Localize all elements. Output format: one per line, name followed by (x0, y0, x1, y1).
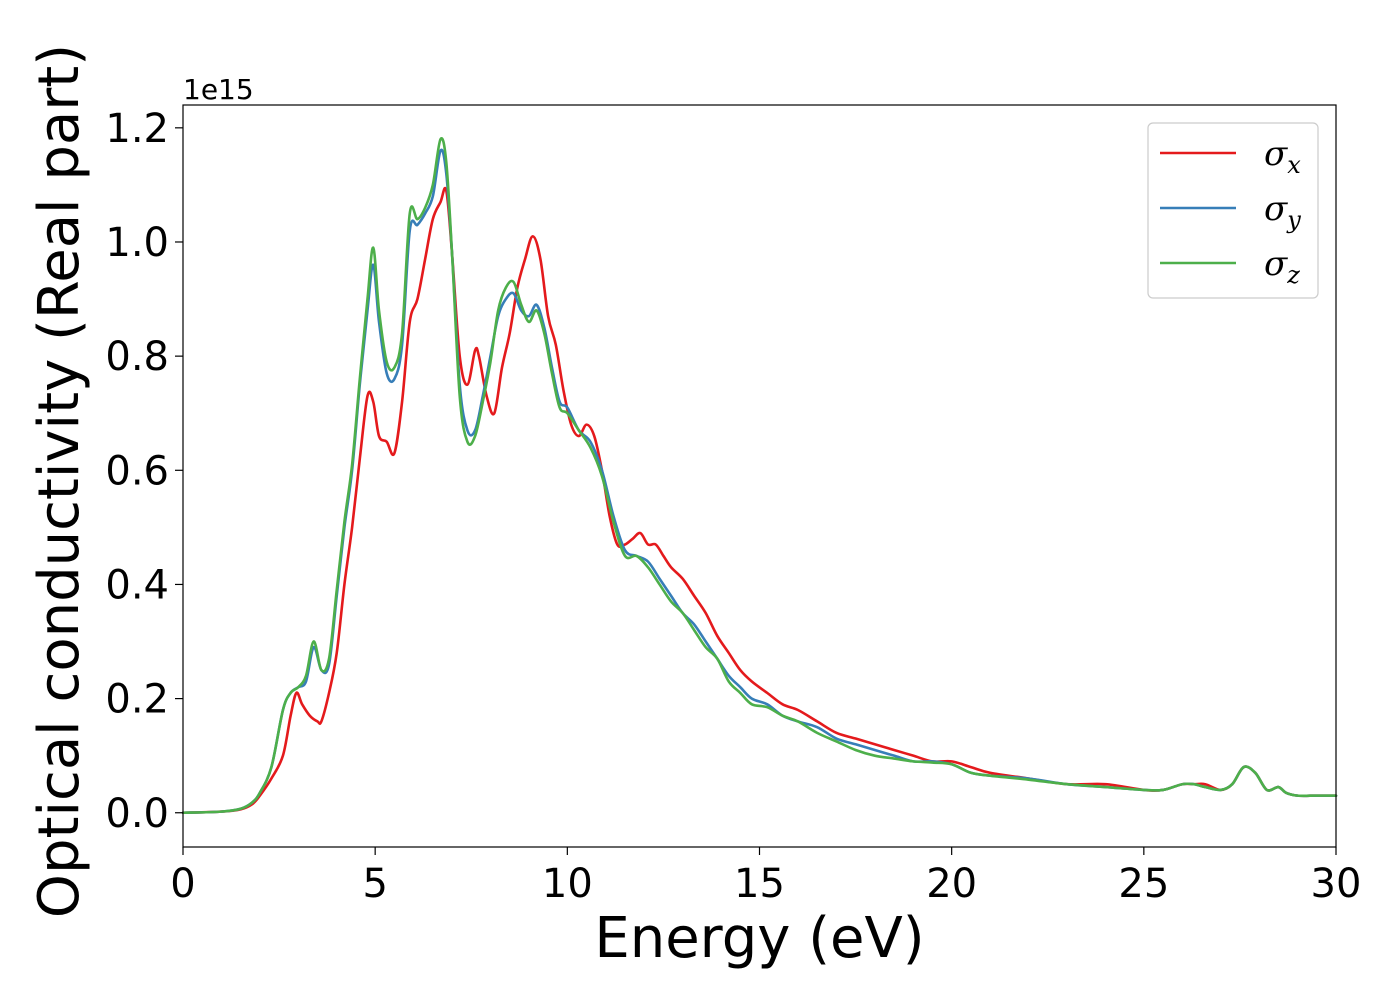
x-tick-label: 5 (362, 861, 387, 907)
legend-box (1147, 122, 1319, 299)
x-axis-title: Energy (eV) (594, 906, 924, 971)
legend-label-x: σx (1264, 134, 1301, 179)
x-tick-label: 30 (1311, 861, 1362, 907)
x-tick-label: 25 (1118, 861, 1169, 907)
x-tick-label: 0 (170, 861, 195, 907)
y-tick-label: 1.0 (105, 220, 169, 266)
y-tick-label: 0.4 (105, 562, 169, 608)
y-axis: 0.0 0.2 0.4 0.6 0.8 1.0 1.2 (105, 106, 183, 837)
x-tick-label: 20 (926, 861, 977, 907)
y-offset-label: 1e15 (183, 73, 254, 106)
x-tick-label: 15 (734, 861, 785, 907)
y-tick-label: 0.2 (105, 677, 169, 723)
x-axis: 0 5 10 15 20 25 30 (170, 847, 1361, 907)
series-layer (181, 137, 1338, 815)
legend-label-y: σy (1264, 189, 1301, 234)
legend: σx σy σz (1147, 122, 1319, 299)
series-line-z (181, 137, 1338, 815)
y-tick-label: 1.2 (105, 106, 169, 152)
y-tick-label: 0.8 (105, 334, 169, 380)
legend-label-z: σz (1264, 244, 1300, 289)
y-tick-label: 0.6 (105, 448, 169, 494)
y-tick-label: 0.0 (105, 791, 169, 837)
x-tick-label: 10 (542, 861, 593, 907)
y-axis-title: Optical conductivity (Real part) (27, 44, 92, 918)
